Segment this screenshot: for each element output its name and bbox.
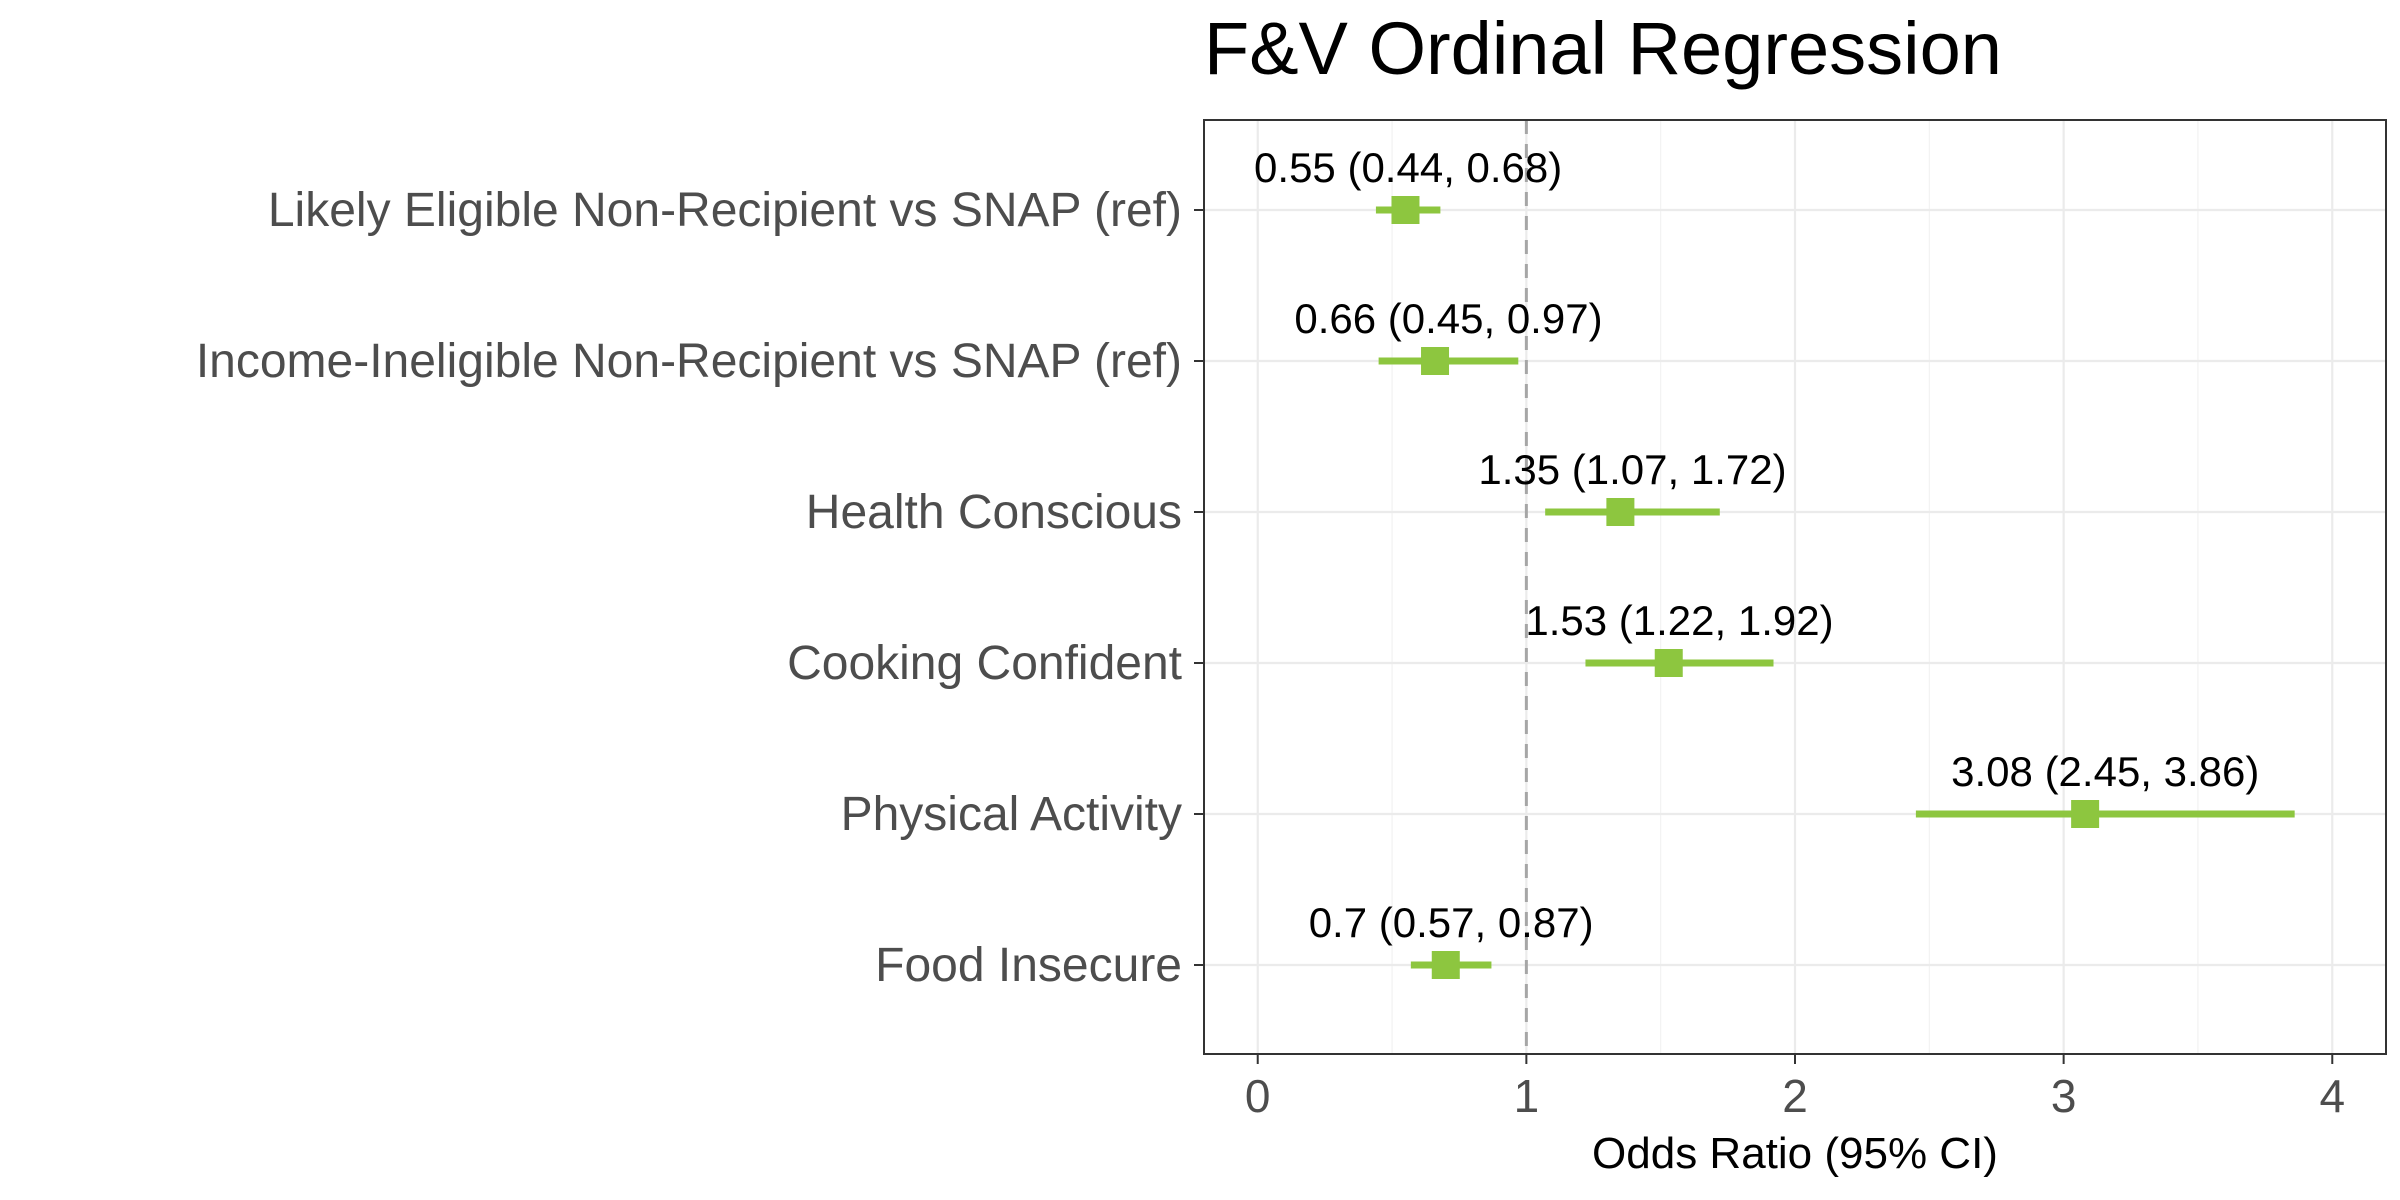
x-tick-label: 4 <box>2319 1070 2345 1122</box>
estimate-label: 1.53 (1.22, 1.92) <box>1525 597 1833 644</box>
estimate-label: 0.7 (0.57, 0.87) <box>1309 899 1594 946</box>
point-estimate <box>1431 951 1460 979</box>
point-estimate <box>1654 649 1683 677</box>
point-estimate <box>1606 498 1635 526</box>
y-tick-label: Health Conscious <box>806 486 1182 539</box>
point-estimate <box>2071 800 2100 828</box>
y-axis: Likely Eligible Non-Recipient vs SNAP (r… <box>196 184 1204 992</box>
y-tick-label: Physical Activity <box>841 788 1182 841</box>
y-tick-label: Income-Ineligible Non-Recipient vs SNAP … <box>196 335 1182 388</box>
x-tick-label: 2 <box>1782 1070 1808 1122</box>
point-estimate <box>1391 196 1420 224</box>
y-tick-label: Food Insecure <box>875 939 1182 992</box>
point-estimate <box>1421 347 1450 375</box>
y-tick-label: Likely Eligible Non-Recipient vs SNAP (r… <box>268 184 1182 237</box>
x-axis-label: Odds Ratio (95% CI) <box>1592 1129 1998 1178</box>
chart-title: F&V Ordinal Regression <box>1204 7 2002 90</box>
x-axis: 0 1 2 3 4 <box>1245 1054 2345 1122</box>
x-tick-label: 1 <box>1514 1070 1540 1122</box>
data-marks: 0.55 (0.44, 0.68) 0.66 (0.45, 0.97) 1.35 (… <box>1254 144 2295 979</box>
x-tick-label: 0 <box>1245 1070 1271 1122</box>
estimate-label: 0.66 (0.45, 0.97) <box>1294 295 1602 342</box>
estimate-label: 3.08 (2.45, 3.86) <box>1951 748 2259 795</box>
estimate-label: 0.55 (0.44, 0.68) <box>1254 144 1562 191</box>
estimate-label: 1.35 (1.07, 1.72) <box>1478 446 1786 493</box>
x-tick-label: 3 <box>2051 1070 2077 1122</box>
y-tick-label: Cooking Confident <box>787 637 1182 690</box>
